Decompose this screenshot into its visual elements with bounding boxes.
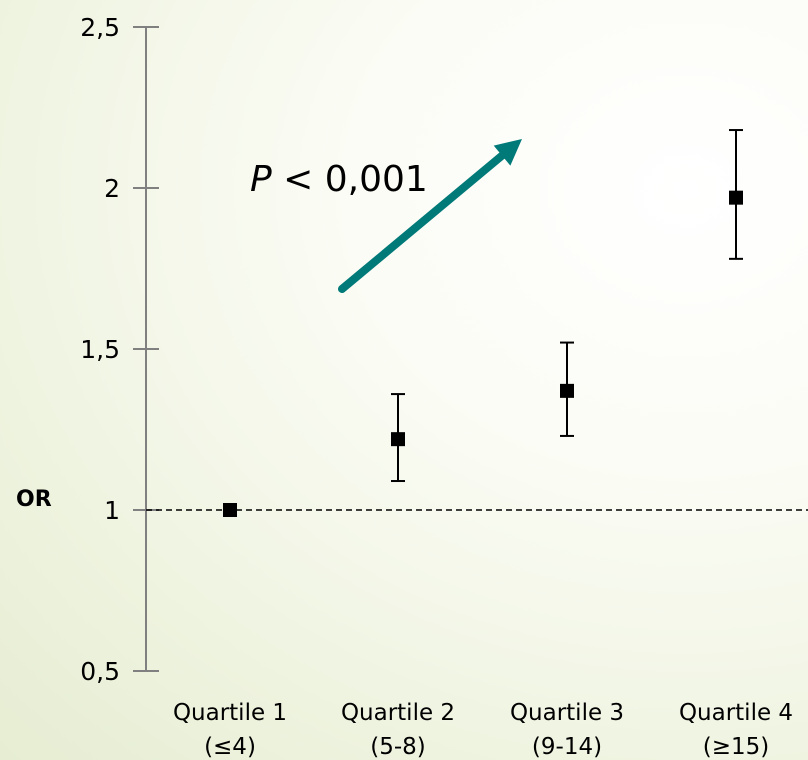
data-point (391, 432, 405, 447)
data-marks (223, 129, 743, 517)
x-category-label: Quartile 3 (510, 700, 624, 726)
y-tick-label: 2 (104, 174, 120, 203)
x-category-label: Quartile 1 (173, 700, 287, 726)
trend-arrow-head (493, 139, 522, 166)
x-category-label: Quartile 2 (341, 700, 455, 726)
data-point (223, 503, 237, 517)
y-tick-label: 1,5 (80, 335, 120, 364)
x-category-label: Quartile 4 (679, 700, 793, 726)
trend-arrow (338, 139, 522, 293)
axes: 0,5 1 1,5 2 2,5 Quartile 1 (≤4) Quartile 2 (5-8)… (80, 13, 808, 760)
p-value-annotation: P < 0,001 (250, 159, 428, 200)
p-symbol: P (250, 159, 272, 200)
data-point (560, 383, 574, 398)
y-tick-label: 2,5 (80, 13, 120, 42)
y-tick-label: 1 (104, 496, 120, 525)
x-category-sublabel: (≤4) (204, 734, 256, 760)
trend-arrow-shaft (338, 150, 508, 293)
data-point (729, 190, 743, 205)
x-category-sublabel: (5-8) (370, 734, 426, 760)
y-axis-label: OR (16, 487, 52, 512)
y-tick-label: 0,5 (80, 657, 120, 686)
x-category-sublabel: (9-14) (532, 734, 602, 760)
x-category-sublabel: (≥15) (703, 734, 769, 760)
p-value-text: < 0,001 (272, 159, 428, 200)
